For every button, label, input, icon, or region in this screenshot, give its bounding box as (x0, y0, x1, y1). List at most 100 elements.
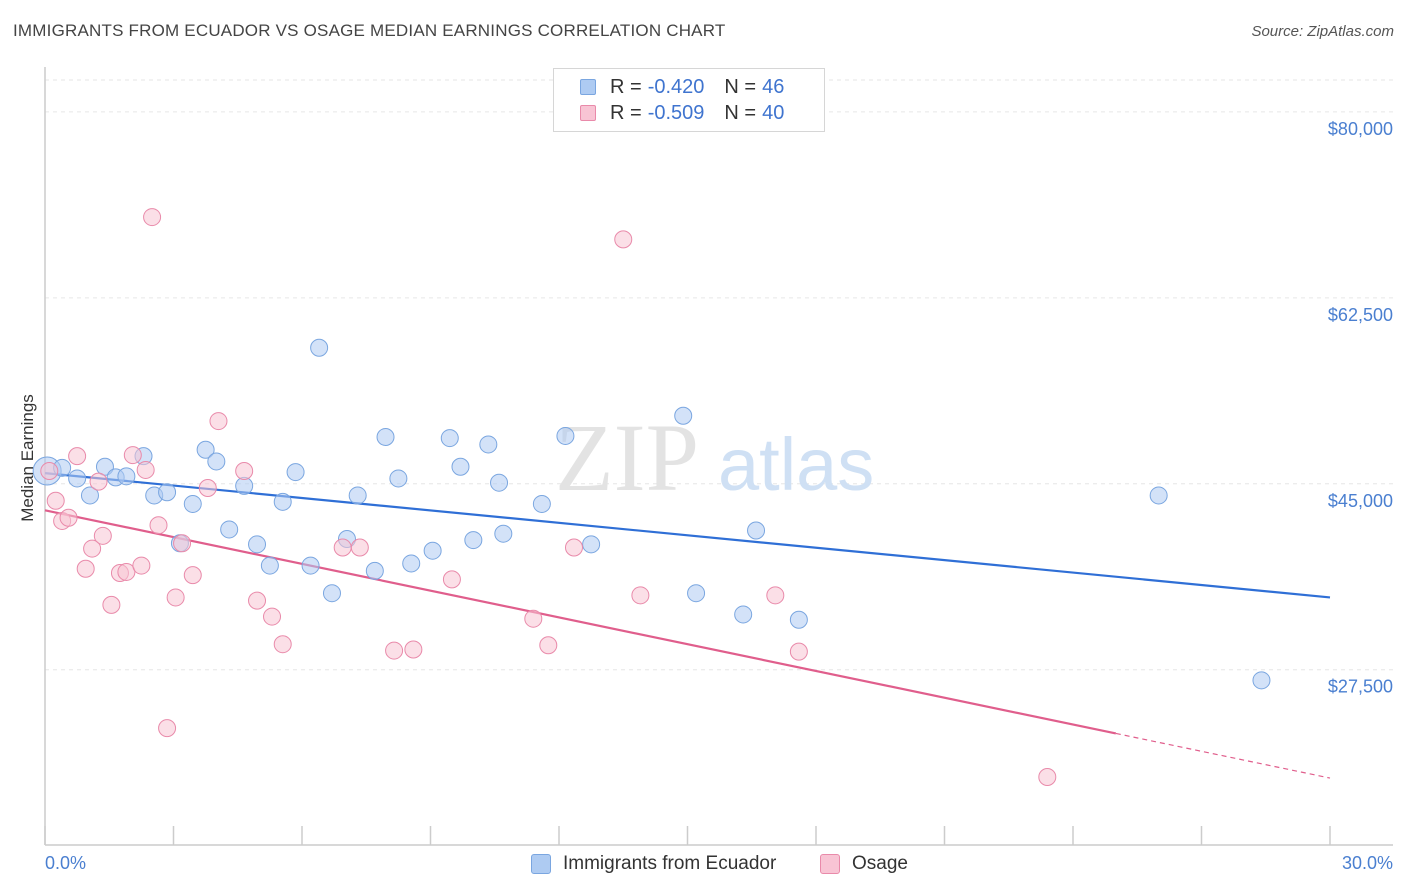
axes (44, 67, 1393, 846)
legend-r-value-ecuador: -0.420 (647, 75, 705, 98)
data-point-ecuador (273, 492, 292, 511)
y-tick-label: $80,000 (1328, 119, 1393, 139)
legend-row-ecuador: R = -0.420 N = 46 (580, 76, 784, 98)
data-point-ecuador (207, 452, 226, 471)
series-swatch-osage (820, 854, 840, 874)
data-point-ecuador (322, 584, 341, 603)
data-point-osage (89, 472, 108, 491)
trend-lines (44, 472, 1331, 779)
data-point-ecuador (747, 521, 766, 540)
data-point-ecuador (301, 556, 320, 575)
y-tick-label: $62,500 (1328, 305, 1393, 325)
legend-n-label: N = (724, 75, 757, 98)
data-point-ecuador (423, 541, 442, 560)
data-point-osage (183, 566, 202, 585)
legend-r-value-osage: -0.509 (647, 101, 705, 124)
legend-r-label: R = (610, 75, 642, 98)
series-legend-osage: Osage (820, 852, 908, 876)
data-point-osage (248, 591, 267, 610)
data-point-ecuador (220, 520, 239, 539)
legend-n-value-ecuador: 46 (762, 75, 785, 98)
data-point-osage (166, 588, 185, 607)
data-point-ecuador (440, 429, 459, 448)
data-point-osage (132, 556, 151, 575)
data-point-osage (564, 538, 583, 557)
data-point-osage (173, 534, 192, 553)
data-point-ecuador (158, 483, 177, 502)
series-label-ecuador: Immigrants from Ecuador (563, 853, 777, 874)
watermark-zip: ZIP (555, 404, 699, 511)
data-point-ecuador (248, 535, 267, 554)
data-point-ecuador (310, 338, 329, 357)
data-point-ecuador (532, 494, 551, 513)
chart-title: IMMIGRANTS FROM ECUADOR VS OSAGE MEDIAN … (13, 21, 726, 40)
grid-lines (45, 79, 1393, 671)
data-point-osage (442, 570, 461, 589)
data-point-ecuador (95, 457, 114, 476)
data-point-ecuador (687, 584, 706, 603)
data-point-osage (136, 460, 155, 479)
data-points (32, 208, 1271, 786)
data-point-ecuador (490, 473, 509, 492)
data-point-ecuador (451, 457, 470, 476)
data-point-osage (102, 595, 121, 614)
data-point-osage (273, 635, 292, 654)
legend-swatch-osage (580, 105, 596, 121)
data-point-osage (46, 491, 65, 510)
y-tick-label: $45,000 (1328, 491, 1393, 511)
axis-labels: Median Earnings $27,500 $45,000 $62,500 $80… (18, 119, 1393, 873)
data-point-osage (83, 539, 102, 558)
data-point-ecuador (1252, 671, 1271, 690)
data-point-ecuador (376, 428, 395, 446)
data-point-osage (524, 609, 543, 628)
data-point-osage (631, 586, 650, 605)
data-point-osage (158, 719, 177, 738)
watermark-atlas: atlas (718, 423, 874, 506)
legend-n-value-osage: 40 (762, 101, 785, 124)
data-point-ecuador (674, 406, 693, 425)
trend-line-osage (44, 509, 1117, 735)
data-point-ecuador (556, 426, 575, 445)
data-point-osage (40, 462, 59, 480)
legend-swatch-ecuador (580, 79, 596, 95)
correlation-legend: R = -0.420 N = 46 R = -0.509 N = 40 (553, 68, 825, 132)
data-point-osage (68, 447, 87, 466)
data-point-ecuador (389, 469, 408, 488)
x-tick-label-min: 0.0% (45, 853, 86, 873)
series-legend-ecuador: Immigrants from Ecuador (531, 852, 776, 876)
chart-source: Source: ZipAtlas.com (1251, 23, 1394, 40)
series-label-osage: Osage (852, 853, 908, 874)
data-point-ecuador (117, 467, 136, 486)
data-point-ecuador (183, 494, 202, 513)
data-point-osage (117, 562, 136, 581)
data-point-ecuador (196, 440, 215, 459)
data-point-osage (333, 538, 352, 557)
data-point-osage (263, 607, 282, 626)
data-point-ecuador (260, 556, 279, 575)
data-point-osage (766, 586, 785, 605)
data-point-osage (59, 508, 78, 527)
series-swatch-ecuador (531, 854, 551, 874)
data-point-ecuador (1149, 486, 1168, 505)
data-point-osage (350, 538, 369, 557)
y-tick-label: $27,500 (1328, 677, 1393, 697)
data-point-ecuador (80, 486, 99, 505)
data-point-ecuador (582, 535, 601, 554)
watermark: ZIP atlas (555, 404, 874, 511)
data-point-ecuador (734, 605, 753, 624)
data-point-osage (235, 462, 254, 480)
data-point-ecuador (494, 524, 513, 543)
data-point-osage (385, 641, 404, 660)
legend-n-label: N = (724, 101, 757, 124)
data-point-ecuador (464, 531, 483, 550)
data-point-ecuador (789, 610, 808, 629)
data-point-ecuador (365, 561, 384, 580)
data-point-ecuador (479, 435, 498, 454)
x-tick-label-max: 30.0% (1342, 853, 1393, 873)
data-point-osage (1038, 768, 1057, 786)
data-point-osage (143, 208, 162, 227)
data-point-osage (123, 446, 142, 465)
data-point-ecuador (402, 554, 421, 573)
data-point-osage (93, 526, 112, 545)
